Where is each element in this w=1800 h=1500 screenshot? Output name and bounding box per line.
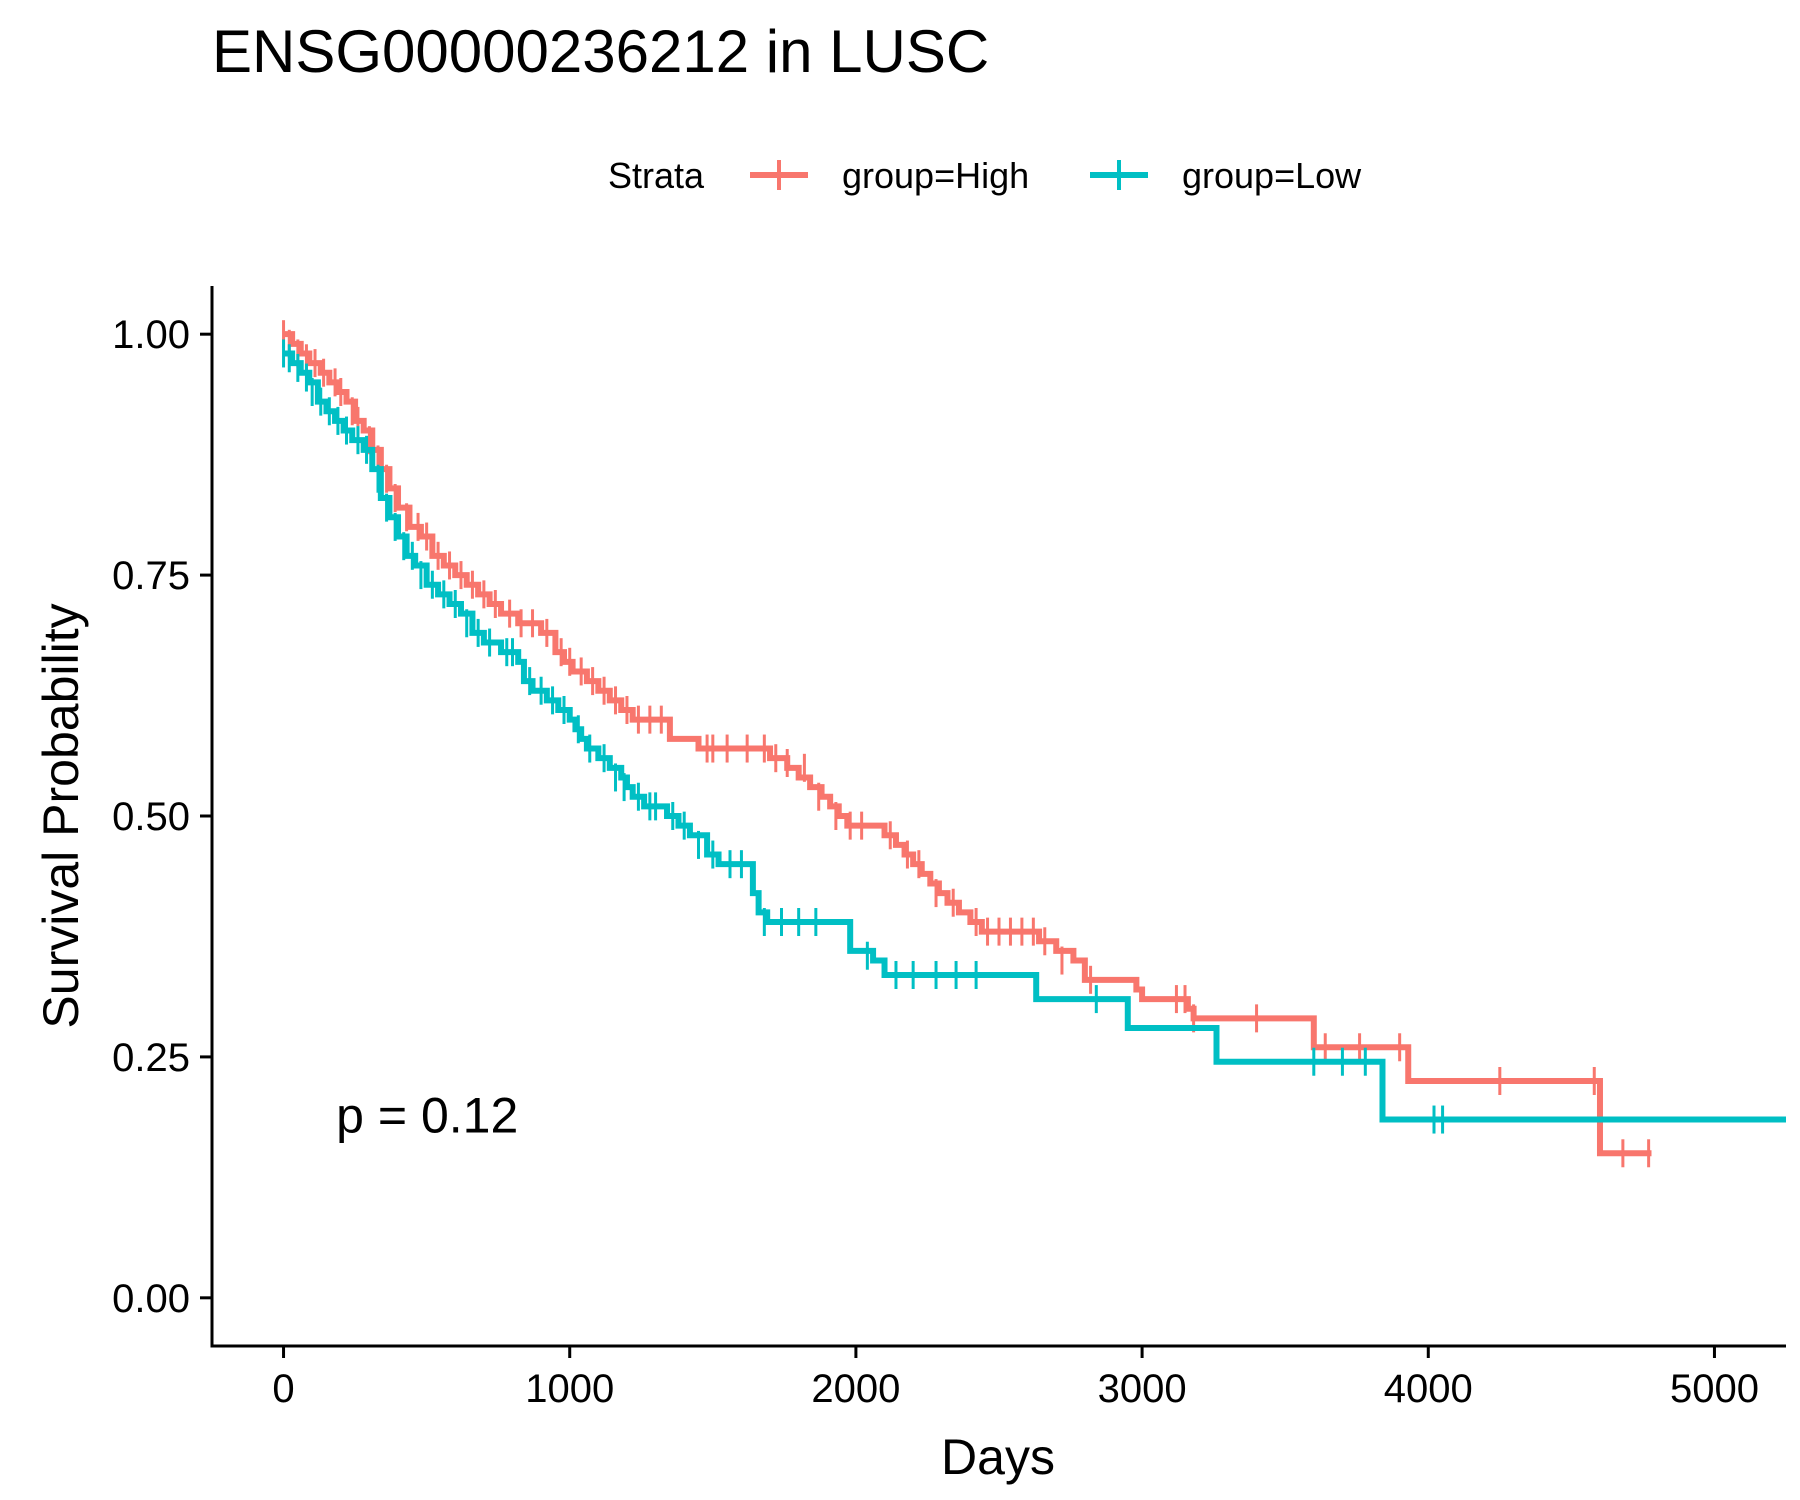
y-axis-title: Survival Probability <box>33 603 89 1028</box>
y-tick-label: 0.00 <box>112 1277 190 1321</box>
y-axis-ticks: 0.00 0.25 0.50 0.75 1.00 <box>112 313 212 1321</box>
legend-label-high: group=High <box>842 155 1029 196</box>
x-axis-ticks: 0 1000 2000 3000 4000 5000 <box>272 1346 1759 1411</box>
series-high <box>282 320 1652 1168</box>
x-tick-label: 1000 <box>525 1367 614 1411</box>
series-low <box>282 339 1786 1134</box>
survival-curve-low <box>283 350 1786 1123</box>
legend-key-high <box>750 160 808 190</box>
plot-area <box>282 320 1786 1168</box>
x-tick-label: 5000 <box>1670 1367 1759 1411</box>
annotation-p-value: p = 0.12 <box>336 1088 518 1144</box>
x-tick-label: 2000 <box>811 1367 900 1411</box>
legend-label-low: group=Low <box>1182 155 1362 196</box>
x-tick-label: 0 <box>272 1367 294 1411</box>
x-tick-label: 3000 <box>1098 1367 1187 1411</box>
legend-key-low <box>1090 160 1148 190</box>
chart-title: ENSG00000236212 in LUSC <box>212 18 989 85</box>
legend-title: Strata <box>608 155 705 196</box>
y-tick-label: 0.50 <box>112 795 190 839</box>
survival-curve-high <box>283 331 1652 1157</box>
x-axis-title: Days <box>941 1429 1055 1485</box>
y-tick-label: 0.75 <box>112 554 190 598</box>
y-tick-label: 1.00 <box>112 313 190 357</box>
x-tick-label: 4000 <box>1384 1367 1473 1411</box>
legend: Strata group=High group=Low <box>608 155 1362 196</box>
y-tick-label: 0.25 <box>112 1036 190 1080</box>
